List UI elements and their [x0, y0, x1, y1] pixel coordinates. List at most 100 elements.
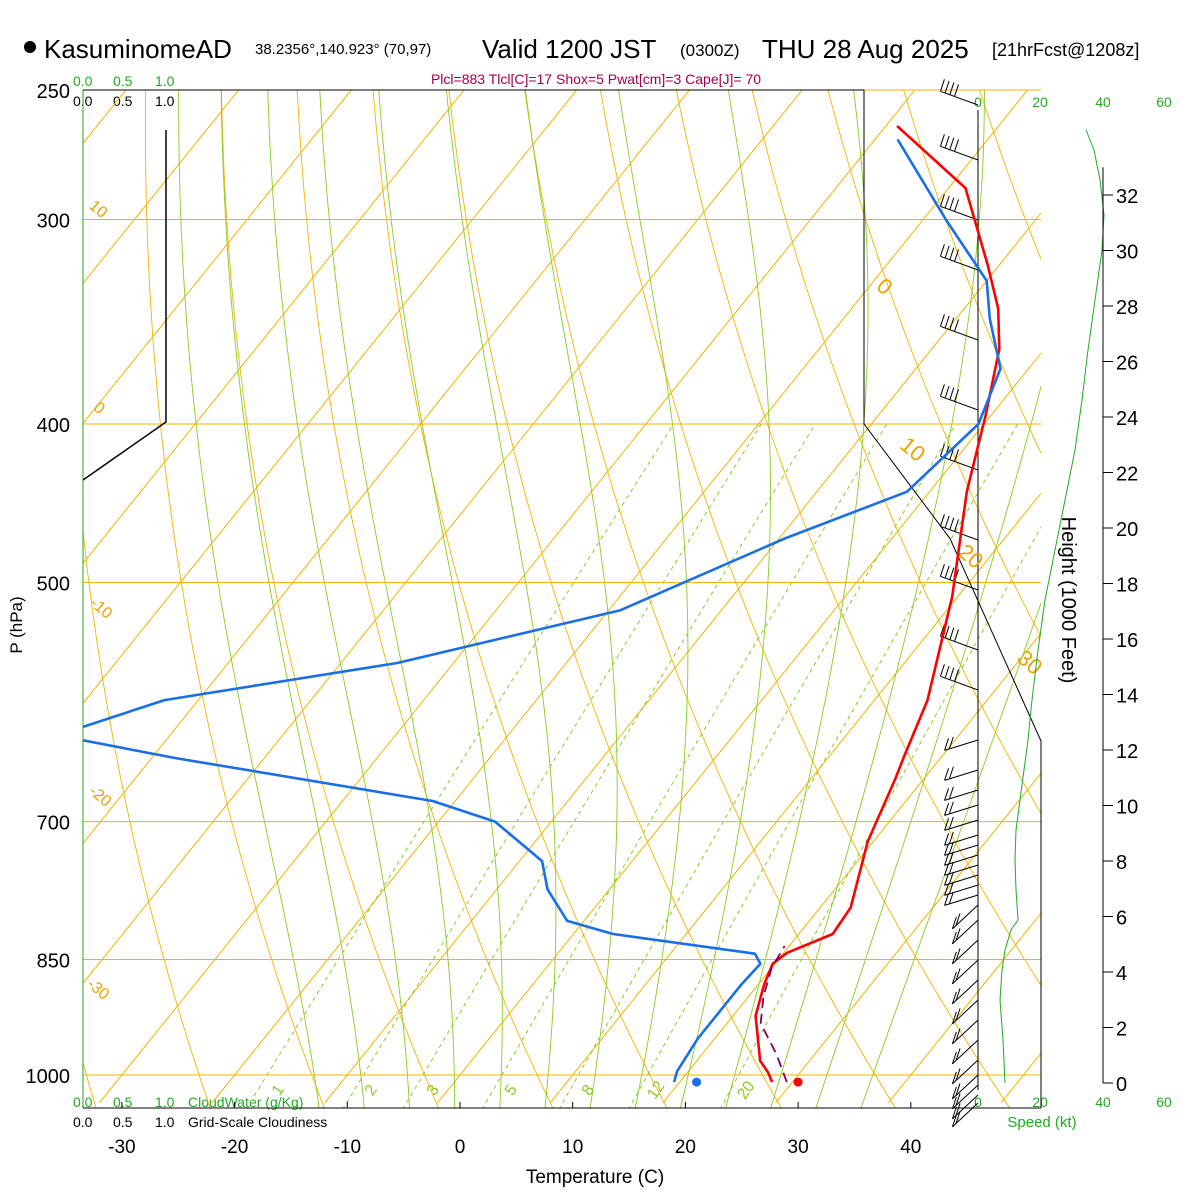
isotherm-line	[1000, 1052, 1041, 1104]
wind-barb-feather	[944, 843, 950, 856]
wind-barb	[944, 766, 979, 781]
wind-barb-feather	[944, 565, 950, 579]
dry-adiabat-line	[372, 90, 668, 1108]
isotherm-line	[775, 772, 1041, 1104]
wind-barb-feather	[944, 135, 950, 149]
wind-speed-profile	[999, 129, 1105, 1084]
wind-barb-feather	[948, 736, 954, 750]
wind-barb-feather	[951, 1086, 957, 1100]
wind-barb-feather	[951, 991, 957, 1005]
wind-barb	[939, 624, 979, 651]
x-axis-label: Temperature (C)	[526, 1167, 664, 1188]
wind-barb-feather	[955, 913, 961, 926]
isotherm-label: 10	[895, 432, 930, 467]
wind-barb-feather	[949, 197, 955, 210]
wind-barb-feather	[939, 664, 945, 677]
wind-barb	[951, 1084, 979, 1110]
isotherm-line	[437, 352, 1041, 1104]
wind-barb	[951, 959, 979, 985]
cloudiness-tick-bottom: 0.0	[73, 1114, 93, 1130]
wind-barb-feather	[948, 841, 954, 855]
mixing-ratio-label: 2	[362, 1082, 381, 1099]
wind-barb-staff	[944, 894, 979, 906]
isotherm-label: -30	[84, 976, 113, 1004]
wind-barb-feather	[951, 1071, 957, 1085]
height-tick-label: 22	[1116, 464, 1138, 486]
y-tick-label: 500	[37, 574, 70, 596]
moist-adiabat-line	[679, 90, 771, 1108]
wind-barb-feather	[939, 314, 945, 327]
wind-barb-feather	[944, 245, 950, 259]
dry-adiabat-line	[903, 90, 1041, 455]
isotherm-line	[99, 90, 916, 1104]
wind-barb	[951, 1094, 979, 1120]
wind-barb	[944, 891, 979, 906]
wind-barb	[944, 816, 979, 831]
moist-adiabat-line	[178, 90, 320, 1108]
cloudwater-tick-top: 0.0	[73, 73, 93, 89]
y-axis-label: P (hPa)	[7, 596, 26, 653]
wind-barb-feather	[955, 948, 961, 961]
dry-adiabat-line	[827, 90, 1041, 638]
cloudiness-tick-top: 1.0	[155, 93, 175, 109]
moist-adiabat-line	[860, 601, 1041, 1108]
wind-speed-tick-bottom: 40	[1095, 1094, 1111, 1110]
wind-speed-scale: 0 20 40 60 0 20 40 60 Speed (kt)	[974, 94, 1172, 1131]
wind-barb-feather	[948, 786, 954, 800]
wind-barb-feather	[951, 1011, 957, 1025]
wind-barb	[939, 384, 979, 411]
isotherm-line	[83, 90, 803, 985]
wind-barb	[939, 664, 979, 691]
wind-barb-feather	[948, 891, 954, 905]
mixing-ratio-line	[482, 423, 888, 1108]
wind-barb-feather	[944, 788, 950, 801]
temperature-line	[754, 125, 1001, 1083]
height-tick-label: 32	[1116, 186, 1138, 208]
wind-barb	[939, 194, 979, 221]
y-tick-label: 300	[37, 211, 70, 233]
wind-barb-feather	[951, 1051, 957, 1065]
wind-barb-feather	[949, 627, 955, 640]
height-tick-label: 10	[1116, 797, 1138, 819]
wind-barb-feather	[944, 665, 950, 679]
wind-barb-feather	[939, 514, 945, 527]
isotherm-line	[211, 90, 1029, 1104]
wind-barb-staff	[944, 874, 979, 886]
y-tick-label: 250	[37, 81, 70, 103]
wind-barb-feather	[954, 629, 959, 642]
wind-barb-feather	[954, 199, 959, 212]
wind-barb	[939, 79, 979, 106]
wind-speed-tick-top: 20	[1032, 94, 1048, 110]
mixing-ratio-label: 12	[644, 1078, 668, 1102]
wind-barb-feather	[954, 389, 959, 402]
wind-barb-feather	[955, 1068, 961, 1081]
wind-speed-label: Speed (kt)	[1007, 1114, 1076, 1131]
forecast-info: [21hrFcst@1208z]	[992, 40, 1139, 60]
isotherm-line	[662, 632, 1041, 1104]
cloudwater-tick-top: 0.5	[113, 73, 133, 89]
wind-barb-feather	[954, 249, 959, 262]
wind-speed-tick-top: 60	[1156, 94, 1172, 110]
station-bullet-icon	[24, 41, 36, 53]
height-tick-label: 2	[1116, 1019, 1127, 1041]
wind-barb-feather	[939, 244, 945, 257]
wind-barb-feather	[955, 1093, 961, 1106]
wind-barb	[944, 851, 979, 866]
x-tick-label: 20	[675, 1137, 696, 1158]
wind-speed-tick-bottom: 20	[1032, 1094, 1048, 1110]
wind-barb-feather	[954, 319, 959, 332]
wind-barb	[951, 979, 979, 1005]
wind-barb-feather	[944, 853, 950, 866]
isotherm-label: -20	[86, 783, 115, 811]
wind-barb-feather	[944, 873, 950, 886]
wind-barb	[939, 244, 979, 271]
wind-barb-staff	[944, 864, 979, 876]
wind-barb-staff	[940, 635, 979, 651]
wind-barb-feather	[954, 669, 959, 682]
isotherm-label: 10	[86, 197, 111, 222]
wind-barb-feather	[955, 1111, 961, 1124]
wind-barb-feather	[951, 1031, 957, 1045]
height-tick-label: 6	[1116, 908, 1127, 930]
moist-adiabat-line	[524, 90, 618, 1108]
wind-barb-feather	[949, 247, 955, 260]
